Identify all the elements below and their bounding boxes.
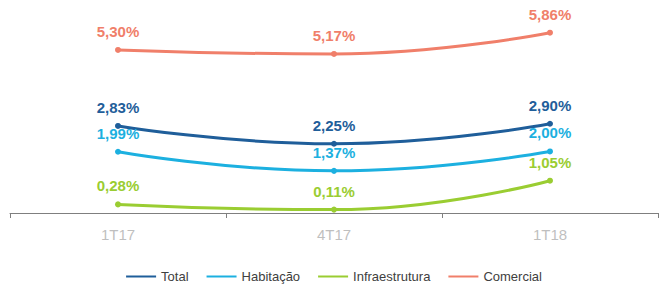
svg-text:1,99%: 1,99% (97, 125, 140, 142)
svg-text:4T17: 4T17 (317, 226, 351, 243)
svg-text:1,37%: 1,37% (313, 144, 356, 161)
svg-text:Total: Total (161, 269, 189, 284)
svg-text:1,05%: 1,05% (529, 154, 572, 171)
svg-text:Comercial: Comercial (483, 269, 542, 284)
svg-text:Habitação: Habitação (242, 269, 301, 284)
svg-text:0,28%: 0,28% (97, 177, 140, 194)
svg-text:5,17%: 5,17% (313, 27, 356, 44)
svg-text:2,25%: 2,25% (313, 117, 356, 134)
svg-text:0,11%: 0,11% (313, 183, 355, 200)
svg-text:2,83%: 2,83% (97, 99, 140, 116)
svg-text:5,30%: 5,30% (97, 23, 140, 40)
svg-text:1T17: 1T17 (101, 226, 135, 243)
svg-text:2,90%: 2,90% (529, 97, 572, 114)
svg-text:5,86%: 5,86% (529, 6, 572, 23)
svg-text:1T18: 1T18 (533, 226, 567, 243)
svg-text:Infraestrutura: Infraestrutura (353, 269, 431, 284)
svg-text:2,00%: 2,00% (529, 124, 572, 141)
